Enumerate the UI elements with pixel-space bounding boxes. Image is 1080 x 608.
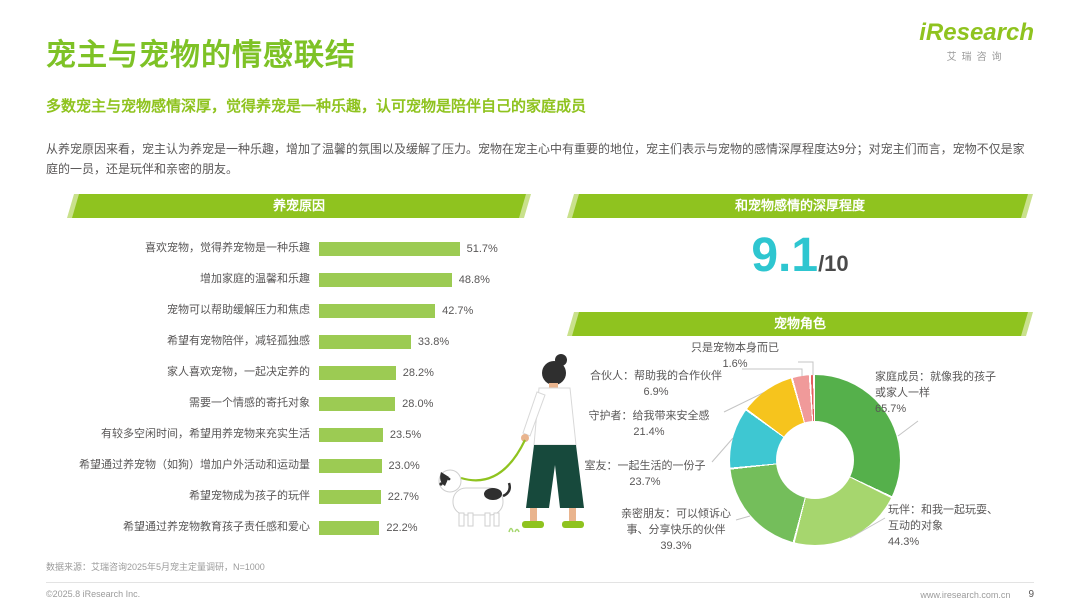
logo-chinese-name: 艾瑞咨询	[946, 52, 1007, 64]
bar-row: 需要一个情感的寄托对象 28.0%	[46, 388, 526, 419]
donut-label-family-member: 家庭成员：就像我的孩子或家人一样 65.7%	[875, 371, 996, 415]
donut-label-close-friend: 亲密朋友：可以倾诉心事、分享快乐的伙伴 39.3%	[621, 508, 731, 552]
bar-category-label: 希望通过养宠物教育孩子责任感和爱心	[123, 520, 310, 533]
score-denominator: /10	[818, 251, 849, 276]
donut-label-roommate: 室友：一起生活的一份子 23.7%	[584, 460, 706, 488]
bar	[319, 365, 396, 380]
reasons-section-header: 养宠原因	[72, 194, 526, 218]
donut-ring	[730, 375, 900, 545]
bar-category-label: 希望有宠物陪伴，减轻孤独感	[167, 334, 310, 347]
donut-label-partner: 合伙人：帮助我的合作伙伴 6.9%	[590, 370, 722, 398]
bar-value: 23.0%	[388, 459, 420, 472]
bar-row: 增加家庭的温馨和乐趣 48.8%	[46, 264, 526, 295]
bar-row: 希望宠物成为孩子的玩伴 22.7%	[46, 481, 526, 512]
donut-label-guardian: 守护者：给我带来安全感 21.4%	[588, 410, 710, 438]
bar	[319, 334, 411, 349]
bar-category-label: 希望通过养宠物（如狗）增加户外活动和运动量	[79, 458, 310, 471]
bar-row: 希望通过养宠物（如狗）增加户外活动和运动量 23.0%	[46, 450, 526, 481]
score-section-title: 和宠物感情的深厚程度	[734, 198, 865, 213]
bar-value: 33.8%	[417, 335, 450, 348]
role-section-header: 宠物角色	[572, 312, 1028, 336]
bar-track: 28.2%	[319, 365, 526, 380]
reasons-section-title: 养宠原因	[272, 198, 325, 213]
bar-category-label: 有较多空闲时间，希望用养宠物来充实生活	[101, 427, 310, 440]
bar	[319, 458, 382, 473]
bar-value: 23.5%	[389, 428, 422, 441]
copyright: ©2025.8 iResearch Inc.	[46, 589, 141, 599]
logo-wordmark: iResearch	[919, 19, 1034, 46]
bar	[319, 427, 383, 442]
bar-track: 22.2%	[319, 520, 526, 535]
pet-role-donut-chart: 只是宠物本身而已 1.6% 合伙人：帮助我的合作伙伴 6.9% 守护者：给我带来…	[572, 336, 1028, 586]
bar-track: 33.8%	[319, 334, 526, 349]
person-walking-dog-illustration	[438, 354, 584, 533]
bar-track: 23.5%	[319, 427, 526, 442]
bar-track: 51.7%	[319, 241, 526, 256]
reasons-section: 养宠原因 喜欢宠物，觉得养宠物是一种乐趣 51.7% 增加家庭的温馨和乐趣 48.8%…	[46, 194, 526, 543]
donut-label-just-a-pet: 只是宠物本身而已 1.6%	[691, 342, 779, 370]
donut-label-playmate: 玩伴：和我一起玩耍、互动的对象 44.3%	[888, 504, 998, 548]
iresearch-logo: iResearch 艾瑞咨询	[919, 19, 1034, 64]
data-source-note: 数据来源：艾瑞咨询2025年5月宠主定量调研，N=1000	[46, 562, 265, 572]
bar-category-label: 希望宠物成为孩子的玩伴	[189, 489, 310, 502]
bar-value: 42.7%	[442, 304, 474, 317]
bar	[319, 520, 380, 535]
header-background	[572, 312, 1028, 336]
reasons-bar-chart: 喜欢宠物，觉得养宠物是一种乐趣 51.7% 增加家庭的温馨和乐趣 48.8% 宠物可以帮…	[46, 233, 526, 543]
bar-category-label: 宠物可以帮助缓解压力和焦虑	[167, 303, 310, 316]
page-number: 9	[1028, 589, 1034, 600]
bar	[319, 396, 396, 411]
bar-category-label: 家人喜欢宠物，一起决定养的	[167, 365, 310, 378]
bar-value: 28.0%	[402, 397, 434, 410]
bar-track: 28.0%	[319, 396, 526, 411]
bar-row: 有较多空闲时间，希望用养宠物来充实生活 23.5%	[46, 419, 526, 450]
page-footer: ©2025.8 iResearch Inc. www.iresearch.com…	[46, 582, 1034, 600]
bar-track: 23.0%	[319, 458, 526, 473]
bar-row: 喜欢宠物，觉得养宠物是一种乐趣 51.7%	[46, 233, 526, 264]
bar-row: 宠物可以帮助缓解压力和焦虑 42.7%	[46, 295, 526, 326]
page-title: 宠主与宠物的情感联结	[46, 39, 356, 72]
score-section-header: 和宠物感情的深厚程度	[572, 194, 1028, 218]
body-paragraph: 从养宠原因来看，宠主认为养宠是一种乐趣，增加了温馨的氛围以及缓解了压力。宠物在宠…	[46, 142, 1025, 176]
page-subtitle: 多数宠主与宠物感情深厚，觉得养宠是一种乐趣，认可宠物是陪伴自己的家庭成员	[46, 98, 587, 115]
bar-track: 22.7%	[319, 489, 526, 504]
bar-row: 家人喜欢宠物，一起决定养的 28.2%	[46, 357, 526, 388]
bar	[319, 489, 381, 504]
header-background	[72, 194, 526, 218]
website-link[interactable]: www.iresearch.com.cn	[920, 589, 1011, 600]
bar-track: 48.8%	[319, 272, 526, 287]
bar-value: 22.7%	[387, 490, 419, 503]
affection-score: 9.1 /10	[572, 232, 1028, 296]
bar-value: 22.2%	[386, 521, 418, 534]
bar-track: 42.7%	[319, 303, 526, 318]
score-value: 9.1	[751, 229, 819, 282]
header-background	[572, 194, 1028, 218]
bar-value: 28.2%	[402, 366, 434, 379]
bar-category-label: 需要一个情感的寄托对象	[189, 396, 310, 409]
role-section-title: 宠物角色	[773, 316, 826, 331]
bar	[319, 241, 460, 256]
bar-value: 48.8%	[458, 273, 490, 286]
bar-row: 希望通过养宠物教育孩子责任感和爱心 22.2%	[46, 512, 526, 543]
bar	[319, 303, 436, 318]
donut-hole	[776, 421, 854, 499]
bar-row: 希望有宠物陪伴，减轻孤独感 33.8%	[46, 326, 526, 357]
score-and-role-section: 和宠物感情的深厚程度 9.1 /10 宠物角色	[572, 194, 1028, 586]
bar-value: 51.7%	[466, 242, 498, 255]
bar	[319, 272, 452, 287]
bar-category-label: 增加家庭的温馨和乐趣	[200, 272, 310, 285]
bar-category-label: 喜欢宠物，觉得养宠物是一种乐趣	[145, 241, 310, 254]
